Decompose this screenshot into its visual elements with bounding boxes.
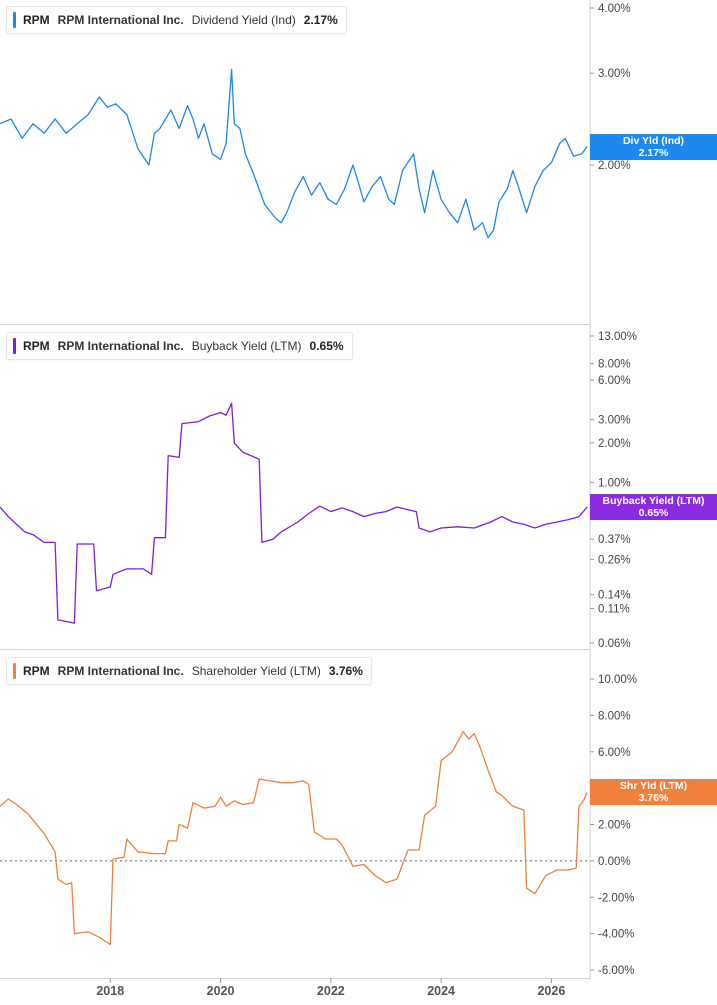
end-label-name: Buyback Yield (LTM) — [602, 495, 705, 508]
end-label-name: Shr Yld (LTM) — [619, 780, 688, 793]
legend-metric: Shareholder Yield (LTM) — [191, 664, 321, 678]
y-tick-label: -6.00% — [598, 965, 634, 977]
y-tick-label: 6.00% — [598, 375, 631, 387]
legend-company: RPM International Inc. — [57, 339, 184, 353]
legend-swatch — [13, 338, 16, 354]
x-tick-label: 2018 — [96, 984, 124, 998]
x-tick-label: 2022 — [317, 984, 345, 998]
y-tick-label: 0.14% — [598, 590, 631, 602]
y-tick-label: 3.00% — [598, 415, 631, 427]
legend-buyback-yield: RPM RPM International Inc. Buyback Yield… — [6, 332, 353, 360]
end-label-buyback-yield: Buyback Yield (LTM) 0.65% — [590, 494, 717, 521]
legend-swatch — [13, 663, 16, 679]
legend-value: 2.17% — [303, 13, 338, 27]
legend-company: RPM International Inc. — [57, 13, 184, 27]
series-line — [0, 402, 588, 624]
legend-ticker: RPM — [23, 339, 50, 353]
legend-company: RPM International Inc. — [57, 664, 184, 678]
end-label-name: Div Yld (Ind) — [622, 134, 685, 147]
x-tick-label: 2020 — [207, 984, 235, 998]
y-tick-label: 10.00% — [598, 674, 637, 686]
y-tick-label: -2.00% — [598, 892, 634, 904]
legend-ticker: RPM — [23, 664, 50, 678]
y-tick-label: 0.26% — [598, 554, 631, 566]
y-tick-label: 0.06% — [598, 638, 631, 650]
series-line — [0, 68, 588, 239]
legend-value: 3.76% — [328, 664, 363, 678]
end-label-value: 2.17% — [638, 146, 669, 159]
x-tick-label: 2024 — [427, 984, 455, 998]
legend-metric: Dividend Yield (Ind) — [191, 13, 296, 27]
x-tick-label: 2026 — [537, 984, 565, 998]
y-tick-label: 2.00% — [598, 438, 631, 450]
y-tick-label: 0.00% — [598, 856, 631, 868]
y-tick-label: 3.00% — [598, 68, 631, 80]
y-tick-label: 8.00% — [598, 710, 631, 722]
end-label-value: 0.65% — [638, 507, 669, 520]
y-tick-label: 2.00% — [598, 820, 631, 832]
end-label-shareholder-yield: Shr Yld (LTM) 3.76% — [590, 779, 717, 806]
y-tick-label: 13.00% — [598, 331, 637, 343]
end-label-value: 3.76% — [638, 792, 669, 805]
y-tick-label: 4.00% — [598, 3, 631, 15]
legend-swatch — [13, 12, 16, 28]
series-line — [0, 731, 588, 946]
legend-value: 0.65% — [309, 339, 344, 353]
y-tick-label: 2.00% — [598, 160, 631, 172]
legend-shareholder-yield: RPM RPM International Inc. Shareholder Y… — [6, 657, 372, 685]
end-label-dividend-yield: Div Yld (Ind) 2.17% — [590, 133, 717, 160]
y-tick-label: 8.00% — [598, 359, 631, 371]
legend-dividend-yield: RPM RPM International Inc. Dividend Yiel… — [6, 6, 347, 34]
y-tick-label: 0.37% — [598, 534, 631, 546]
y-tick-label: -4.00% — [598, 929, 634, 941]
y-tick-label: 6.00% — [598, 747, 631, 759]
legend-ticker: RPM — [23, 13, 50, 27]
legend-metric: Buyback Yield (LTM) — [191, 339, 302, 353]
y-tick-label: 1.00% — [598, 477, 631, 489]
y-tick-label: 0.11% — [598, 603, 630, 615]
